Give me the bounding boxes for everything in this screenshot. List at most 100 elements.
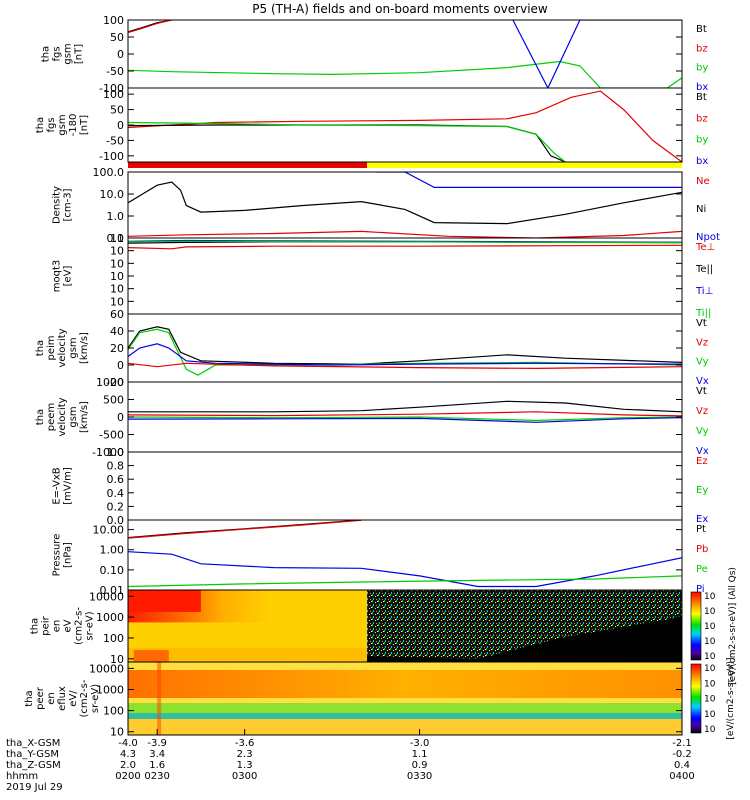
y-axis-label-line: en — [52, 620, 63, 633]
colorbar-tick-label: 10 — [704, 637, 716, 647]
y-axis-label-line: peir — [41, 615, 52, 635]
legend-entry: Ni — [696, 204, 706, 215]
x-row-label: hhmm — [6, 771, 38, 782]
x-tick-label: 0.9 — [412, 760, 428, 771]
y-axis-label-line: [mV/m] — [63, 467, 74, 505]
y-tick-label: 100 — [103, 88, 124, 101]
y-axis-label: Pressure [nPa] — [52, 534, 74, 577]
legend-entry: Ti⊥ — [695, 286, 713, 297]
series-line-Ti — [128, 240, 682, 244]
y-tick-label: 0.1 — [107, 232, 125, 245]
spectrogram-region — [128, 590, 201, 612]
y-tick-label: 10 — [110, 295, 124, 308]
y-axis-label-line: [nT] — [79, 115, 90, 135]
x-tick-label: 0230 — [144, 771, 169, 782]
y-axis-label: E=-VxB [mV/m] — [52, 467, 74, 505]
y-axis-label: tha fgs gsm -180 [nT] — [35, 114, 90, 137]
spectrogram — [128, 590, 682, 662]
y-axis-label-line: eV — [63, 619, 74, 632]
legend-entry: Vz — [696, 406, 708, 417]
x-tick-label: 2.3 — [237, 749, 253, 760]
bottom-axis: tha_X-GSM -4.0 -3.9 -3.6 -3.0 -2.1 tha_Y-GSM 4.… — [6, 729, 695, 793]
panel-8: Pt Pb Pe Pi 10.00 1.00 0.10 0.01 Pressure [nPa] — [52, 519, 708, 597]
y-tick-label: 100.0 — [93, 166, 125, 179]
y-axis-label: tha peim velocity gsm [km/s] — [35, 328, 90, 367]
x-tick-label: 0.4 — [674, 760, 690, 771]
y-tick-label: 0 — [117, 119, 124, 132]
y-tick-label: -50 — [106, 65, 124, 78]
legend-entry: Ne — [696, 176, 710, 187]
y-tick-label: 10.00 — [93, 524, 125, 537]
y-tick-label: 10 — [110, 270, 124, 283]
y-axis-label-line: gsm — [63, 43, 74, 64]
y-axis-label-line: tha — [24, 690, 35, 706]
series-line-bz — [128, 20, 172, 34]
y-axis-label-line: fgs — [46, 117, 57, 132]
y-axis-label-line: (cm2-s- — [74, 607, 85, 645]
legend-entry: Vy — [696, 426, 709, 437]
colorbar-label: [eV/(cm2-s-sr-eV)] (All Qs) — [728, 567, 738, 685]
spectrogram-region — [157, 662, 162, 735]
figure-title: P5 (TH-A) fields and on-board moments ov… — [252, 2, 548, 16]
y-axis-label-line: peim — [46, 335, 57, 360]
series-lines — [128, 20, 682, 88]
x-row-label: tha_X-GSM — [6, 738, 60, 749]
status-bar-segment — [128, 162, 368, 168]
colorbar-label: [eV/(cm2-s-sr-eV)] — [726, 657, 736, 739]
y-tick-label: 0.8 — [107, 460, 125, 473]
y-axis-label: tha peir en eV (cm2-s-sr-eV) — [30, 607, 96, 645]
legend-entry: bx — [696, 82, 708, 93]
y-tick-label: 10.0 — [100, 188, 125, 201]
y-tick-label: 40 — [110, 325, 124, 338]
y-tick-label: 0.6 — [107, 473, 125, 486]
y-axis-label-line: velocity — [57, 328, 68, 367]
legend-entry: Pb — [696, 544, 708, 555]
y-axis-label-line: moqt3 — [52, 260, 63, 293]
colorbar-tick-label: 10 — [704, 679, 716, 689]
y-tick-label: -100 — [99, 82, 124, 95]
y-axis-label-line: eflux — [57, 686, 68, 711]
y-axis-label-line: tha — [35, 409, 46, 425]
series-line-Ne — [128, 230, 682, 238]
series-line-Vt — [128, 400, 682, 413]
legend-entry: Ex — [696, 514, 708, 525]
x-tick-label: 4.3 — [120, 749, 136, 760]
spectrogram-region — [128, 670, 682, 698]
y-tick-label: 1.0 — [107, 210, 125, 223]
y-axis-label: moqt3 [eV] — [52, 260, 74, 293]
y-axis-label-line: gsm — [57, 114, 68, 135]
legend-entry: bz — [696, 113, 708, 124]
x-tick-label: 2.0 — [120, 760, 136, 771]
spectrogram-region — [128, 648, 368, 662]
y-axis-label-line: tha — [35, 340, 46, 356]
series-line-Vx — [128, 417, 682, 423]
y-axis-label-line: (cm2-s- — [79, 679, 90, 717]
y-tick-label: -100 — [99, 150, 124, 163]
legend-entry: Pt — [696, 524, 706, 535]
legend-entry: Vz — [696, 337, 708, 348]
panel-frame — [127, 237, 683, 315]
y-axis-label-line: tha — [30, 618, 41, 634]
y-axis-label: Density [cm-3] — [52, 186, 74, 224]
y-axis-label-line: tha — [35, 117, 46, 133]
y-tick-label: 1000 — [96, 376, 124, 389]
x-tick-label: 3.4 — [149, 749, 165, 760]
series-lines — [128, 326, 682, 376]
y-tick-label: 60 — [110, 308, 124, 321]
y-axis-label-line: [km/s] — [79, 332, 90, 364]
colorbar-tick-label: 10 — [704, 607, 716, 617]
spectrogram-region — [128, 719, 682, 735]
panel-1: Bt bz by bx 100 50 0 -50 -100 tha fgs gsm [nT] — [41, 14, 709, 95]
legend-entry: Pi — [696, 584, 705, 595]
series-lines — [128, 520, 682, 588]
x-tick-label: 0330 — [407, 771, 432, 782]
series-line-Pb — [128, 520, 362, 539]
y-axis-label-line: sr-eV) — [90, 684, 101, 713]
legend-entry: Vt — [696, 386, 707, 397]
y-tick-label: 10000 — [89, 590, 124, 603]
series-line-Pi — [128, 551, 682, 588]
legend-entry: bz — [696, 43, 708, 54]
y-axis-label-line: velocity — [57, 397, 68, 436]
y-tick-label: 0.4 — [107, 487, 125, 500]
y-tick-label: 1.0 — [107, 446, 125, 459]
